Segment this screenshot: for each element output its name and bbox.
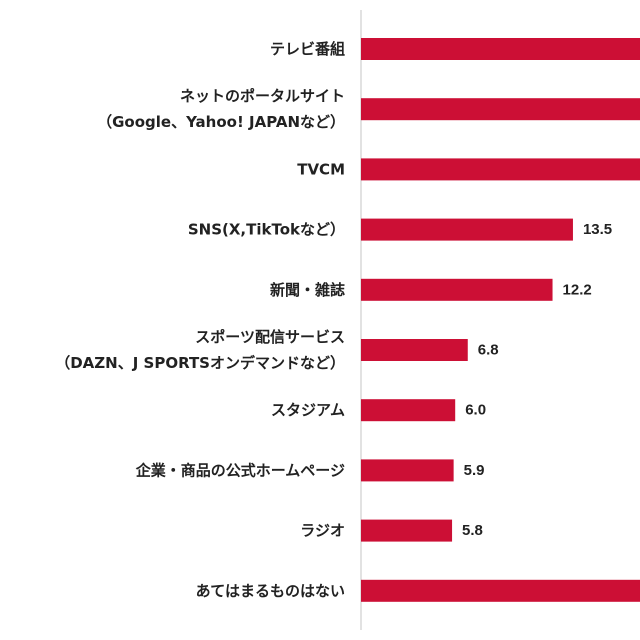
category-label-2: TVCM [297,160,345,178]
category-label-1-line-1: （Google、Yahoo! JAPANなど） [97,113,345,131]
category-label-5-line-1: （DAZN、J SPORTSオンデマンドなど） [55,354,345,372]
bar-6 [361,399,456,422]
value-label-5: 6.8 [478,342,499,359]
category-label-8: ラジオ [300,522,345,540]
category-label-0: テレビ番組 [270,40,345,58]
category-label-7: 企業・商品の公式ホームページ [135,461,345,479]
value-label-8: 5.8 [462,522,483,539]
bars-group [361,38,640,602]
bar-3 [361,218,573,241]
value-label-7: 5.9 [464,462,485,479]
category-label-3: SNS(X,TikTokなど） [188,221,345,239]
value-label-4: 12.2 [563,281,592,298]
category-label-1-line-0: ネットのポータルサイト [180,87,345,105]
value-label-3: 13.5 [583,221,612,238]
category-label-9: あてはまるものはない [196,582,345,600]
value-label-6: 6.0 [465,402,486,419]
value-labels-group: 13.5 12.2 6.8 6.0 5.9 5.8 [462,221,612,539]
bar-9 [361,579,640,602]
bar-8 [361,519,453,542]
category-label-6: スタジアム [271,401,345,419]
category-label-5-line-0: スポーツ配信サービス [195,328,345,346]
bar-1 [361,98,640,121]
category-label-4: 新聞・雑誌 [270,281,345,299]
bar-4 [361,278,553,301]
bar-7 [361,459,454,482]
bar-5 [361,339,468,361]
bar-0 [361,38,640,60]
bar-2 [361,158,640,181]
